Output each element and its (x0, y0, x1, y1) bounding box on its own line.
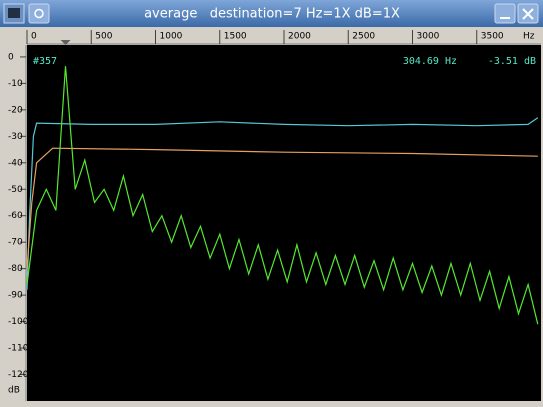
frequency-marker (60, 40, 71, 45)
minimize-button[interactable] (494, 3, 516, 24)
y-tick-label: 0 (8, 52, 14, 62)
app-icon-screen (8, 8, 20, 18)
chart: 0 500 1000 1500 2000 2500 3000 3500 Hz 0 -10 -20 -30… (8, 30, 541, 401)
trace-label: #357 (33, 56, 57, 67)
y-tick-label: -120 (8, 370, 29, 380)
y-tick-label: -80 (8, 264, 23, 274)
spectrum-line (26, 117, 539, 290)
y-tick-label: -60 (8, 211, 23, 221)
y-tick-label: -100 (8, 317, 29, 327)
cursor-level: -3.51 dB (488, 56, 536, 67)
x-tick-label: 2000 (288, 32, 311, 42)
menu-button[interactable] (28, 3, 50, 24)
y-tick-label: -70 (8, 238, 23, 248)
spectrum-line (26, 147, 538, 269)
x-tick-label: 0 (31, 32, 37, 42)
close-icon (522, 8, 534, 20)
x-tick-label: 3000 (417, 32, 440, 42)
y-axis-label: dB (8, 386, 20, 396)
y-tick-label: -30 (8, 132, 23, 142)
plot-area (27, 45, 541, 401)
y-tick-label: -10 (8, 79, 23, 89)
y-tick-label: -20 (8, 105, 23, 115)
y-tick-label: -90 (8, 291, 23, 301)
x-tick-label: 3500 (481, 32, 504, 42)
x-tick-label: 1500 (224, 32, 247, 42)
y-tick-label: -110 (8, 344, 29, 354)
y-tick-label: -50 (8, 185, 23, 195)
x-axis-label: Hz (523, 32, 535, 42)
cursor-frequency: 304.69 Hz (403, 56, 457, 67)
title-bar (0, 0, 543, 27)
window-title: average destination=7 Hz=1X dB=1X (144, 7, 400, 22)
menu-button-icon (34, 8, 44, 19)
spectrum-line (26, 66, 539, 325)
y-tick-label: -40 (8, 158, 23, 168)
x-tick-label: 1000 (160, 32, 183, 42)
x-tick-label: 2500 (352, 32, 375, 42)
x-tick-label: 500 (95, 32, 112, 42)
